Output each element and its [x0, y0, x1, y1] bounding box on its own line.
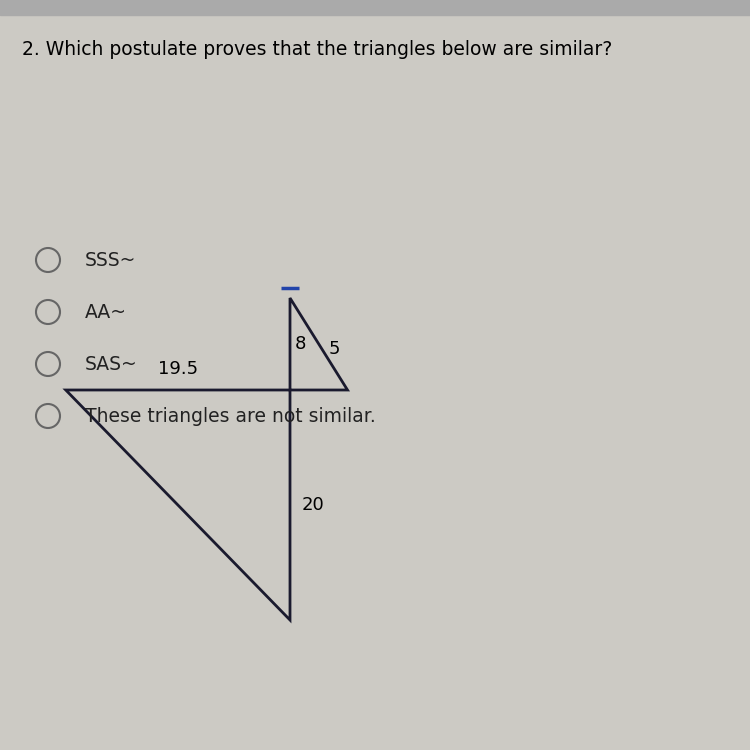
Text: These triangles are not similar.: These triangles are not similar.	[85, 406, 376, 425]
Text: 19.5: 19.5	[158, 360, 198, 378]
Text: 2. Which postulate proves that the triangles below are similar?: 2. Which postulate proves that the trian…	[22, 40, 612, 59]
Text: 20: 20	[302, 496, 325, 514]
Text: 8: 8	[295, 335, 306, 353]
Bar	[0, 0, 750, 15]
Text: SAS~: SAS~	[85, 355, 138, 374]
Text: 5: 5	[328, 340, 340, 358]
Text: SSS~: SSS~	[85, 251, 136, 269]
Text: AA~: AA~	[85, 302, 127, 322]
